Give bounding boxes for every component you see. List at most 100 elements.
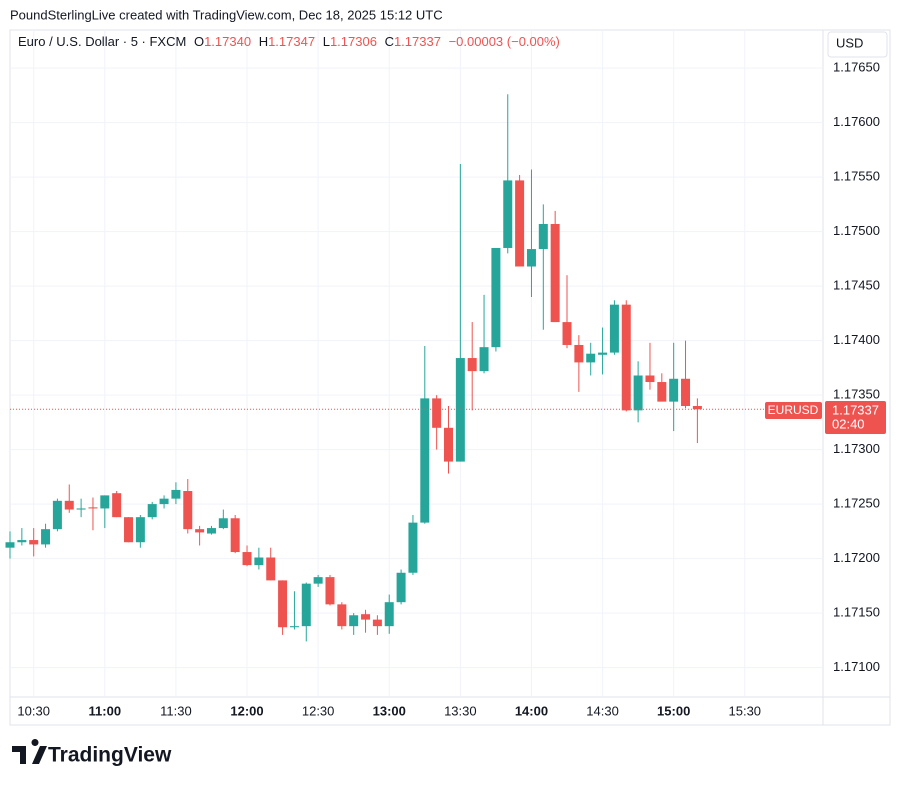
candle-body — [669, 378, 679, 402]
candle-body — [52, 500, 62, 530]
currency-box[interactable] — [827, 31, 888, 58]
candle-body — [325, 577, 335, 605]
candle-body — [171, 489, 181, 499]
y-tick-label: 1.17550 — [833, 169, 880, 184]
grid — [10, 30, 823, 697]
x-tick-label: 11:00 — [89, 703, 122, 718]
logo-text: TradingView — [48, 744, 172, 767]
candle-body — [313, 577, 323, 584]
y-tick-label: 1.17600 — [833, 114, 880, 129]
candle-body — [206, 528, 216, 534]
x-tick-label: 13:00 — [373, 703, 406, 718]
currency[interactable]: USD — [836, 35, 863, 50]
y-tick-label: 1.17400 — [833, 332, 880, 347]
x-tick-label: 15:00 — [657, 703, 690, 718]
y-tick-label: 1.17650 — [833, 60, 880, 75]
candle-body — [467, 358, 477, 372]
candle-body — [266, 557, 276, 581]
candle-body — [337, 604, 347, 627]
candle-body — [100, 495, 110, 509]
candle-body — [230, 518, 240, 553]
symbol: Euro / U.S. Dollar · 5 · FXCM — [18, 34, 186, 49]
candle-body — [301, 583, 311, 627]
candle-body — [681, 378, 691, 407]
x-tick-label: 15:30 — [729, 703, 762, 718]
candle-body — [586, 353, 596, 363]
candle-body — [124, 517, 134, 543]
h-label: H — [259, 34, 268, 49]
candle-body — [183, 491, 193, 530]
c-value: 1.17337 — [394, 34, 441, 49]
candle-body — [443, 427, 453, 462]
candle-body — [112, 493, 122, 518]
candle-body — [5, 542, 15, 548]
candle-body — [76, 508, 86, 510]
logo: TradingView — [12, 739, 172, 767]
candle-body — [526, 249, 536, 267]
c-label: C — [385, 34, 394, 49]
candle-body — [503, 180, 513, 248]
candle-body — [88, 507, 98, 509]
l-label: L — [323, 34, 330, 49]
countdown: 02:40 — [832, 416, 865, 431]
x-tick-label: 10:30 — [17, 703, 50, 718]
candle-body — [550, 223, 560, 323]
candle-body — [657, 382, 667, 402]
symbol-tag-bg — [765, 402, 822, 419]
credit: PoundSterlingLive created with TradingVi… — [10, 7, 443, 22]
y-tick-label: 1.17450 — [833, 278, 880, 293]
candle-body — [621, 304, 631, 411]
l-value: 1.17306 — [330, 34, 377, 49]
candle-body — [432, 398, 442, 428]
candle-body — [574, 344, 584, 363]
candle-body — [254, 557, 264, 566]
candle-body — [384, 602, 394, 627]
y-tick-label: 1.17100 — [833, 659, 880, 674]
candle-body — [633, 375, 643, 411]
candle-body — [372, 619, 382, 627]
o-value: 1.17340 — [204, 34, 251, 49]
price-tag: EURUSD 1.17337 02:40 — [765, 401, 886, 434]
y-tick-label: 1.17500 — [833, 223, 880, 238]
legend: Euro / U.S. Dollar · 5 · FXCM O1.17340 H… — [18, 34, 560, 49]
price-tag-bg — [825, 401, 886, 434]
y-tick-label: 1.17300 — [833, 441, 880, 456]
candle-body — [515, 180, 525, 267]
y-tick-label: 1.17250 — [833, 496, 880, 511]
candle-body — [455, 358, 465, 462]
candle-body — [349, 615, 359, 627]
h-value: 1.17347 — [268, 34, 315, 49]
x-tick-label: 12:30 — [302, 703, 335, 718]
logo-mark — [12, 739, 47, 764]
symbol-tag: EURUSD — [768, 403, 819, 417]
candle-body — [420, 398, 430, 523]
axes: 1.17100 1.17150 1.17200 1.17250 1.17300 1.173… — [17, 60, 880, 719]
x-tick-label: 11:30 — [160, 703, 192, 718]
candle-body — [538, 223, 548, 250]
y-tick-label: 1.17350 — [833, 387, 880, 402]
price-tag-value: 1.17337 — [832, 402, 879, 417]
candle-body — [147, 504, 157, 518]
candle-body — [41, 529, 51, 545]
frame — [9, 29, 891, 726]
candle-body — [609, 304, 619, 353]
x-tick-label: 12:00 — [230, 703, 263, 718]
candle-body — [289, 626, 299, 628]
candle-body — [64, 500, 74, 510]
candle-body — [195, 529, 205, 533]
x-tick-label: 14:00 — [515, 703, 548, 718]
x-tick-label: 14:30 — [586, 703, 619, 718]
candles — [5, 94, 823, 642]
candle-body — [218, 518, 228, 529]
candle-body — [159, 498, 169, 505]
y-tick-label: 1.17150 — [833, 605, 880, 620]
candle-body — [598, 352, 608, 355]
change: −0.00003 (−0.00%) — [449, 34, 560, 49]
candle-body — [29, 540, 39, 545]
candle-body — [361, 614, 371, 620]
candle-body — [242, 552, 252, 566]
candle-body — [135, 517, 145, 543]
